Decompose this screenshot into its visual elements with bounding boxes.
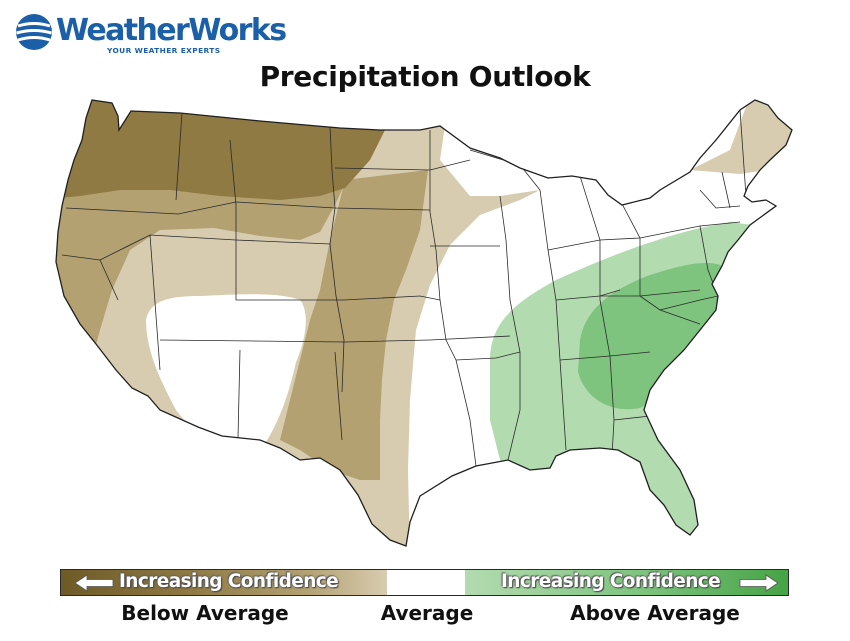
arrow-right-icon bbox=[739, 574, 779, 592]
below-average-northeast-area bbox=[690, 100, 792, 174]
legend-below-segment: Increasing Confidence bbox=[61, 570, 387, 595]
above-average-moderate-area bbox=[578, 262, 730, 410]
brand-tagline: YOUR WEATHER EXPERTS bbox=[107, 46, 221, 55]
state-boundaries bbox=[61, 109, 747, 467]
legend-average-segment bbox=[387, 570, 465, 595]
below-average-moderate-plains-area bbox=[280, 170, 428, 480]
us-precipitation-map bbox=[55, 99, 793, 547]
map-title: Precipitation Outlook bbox=[259, 60, 591, 93]
arrow-left-icon bbox=[74, 574, 114, 592]
globe-logo-icon bbox=[16, 14, 52, 50]
legend-average-label: Average bbox=[380, 601, 474, 625]
legend-above-segment: Increasing Confidence bbox=[465, 570, 788, 595]
legend-left-label: Increasing Confidence bbox=[119, 571, 339, 592]
legend-above-average-label: Above Average bbox=[570, 601, 740, 625]
brand-name: WeatherWorks bbox=[56, 13, 287, 48]
below-average-strong-area bbox=[56, 100, 390, 200]
legend-bar: Increasing Confidence Increasing Confide… bbox=[60, 569, 789, 596]
legend-right-label: Increasing Confidence bbox=[501, 571, 721, 592]
weatherworks-logo: WeatherWorks YOUR WEATHER EXPERTS bbox=[14, 12, 287, 58]
average-southwest-area bbox=[146, 294, 306, 448]
legend-below-average-label: Below Average bbox=[121, 601, 289, 625]
